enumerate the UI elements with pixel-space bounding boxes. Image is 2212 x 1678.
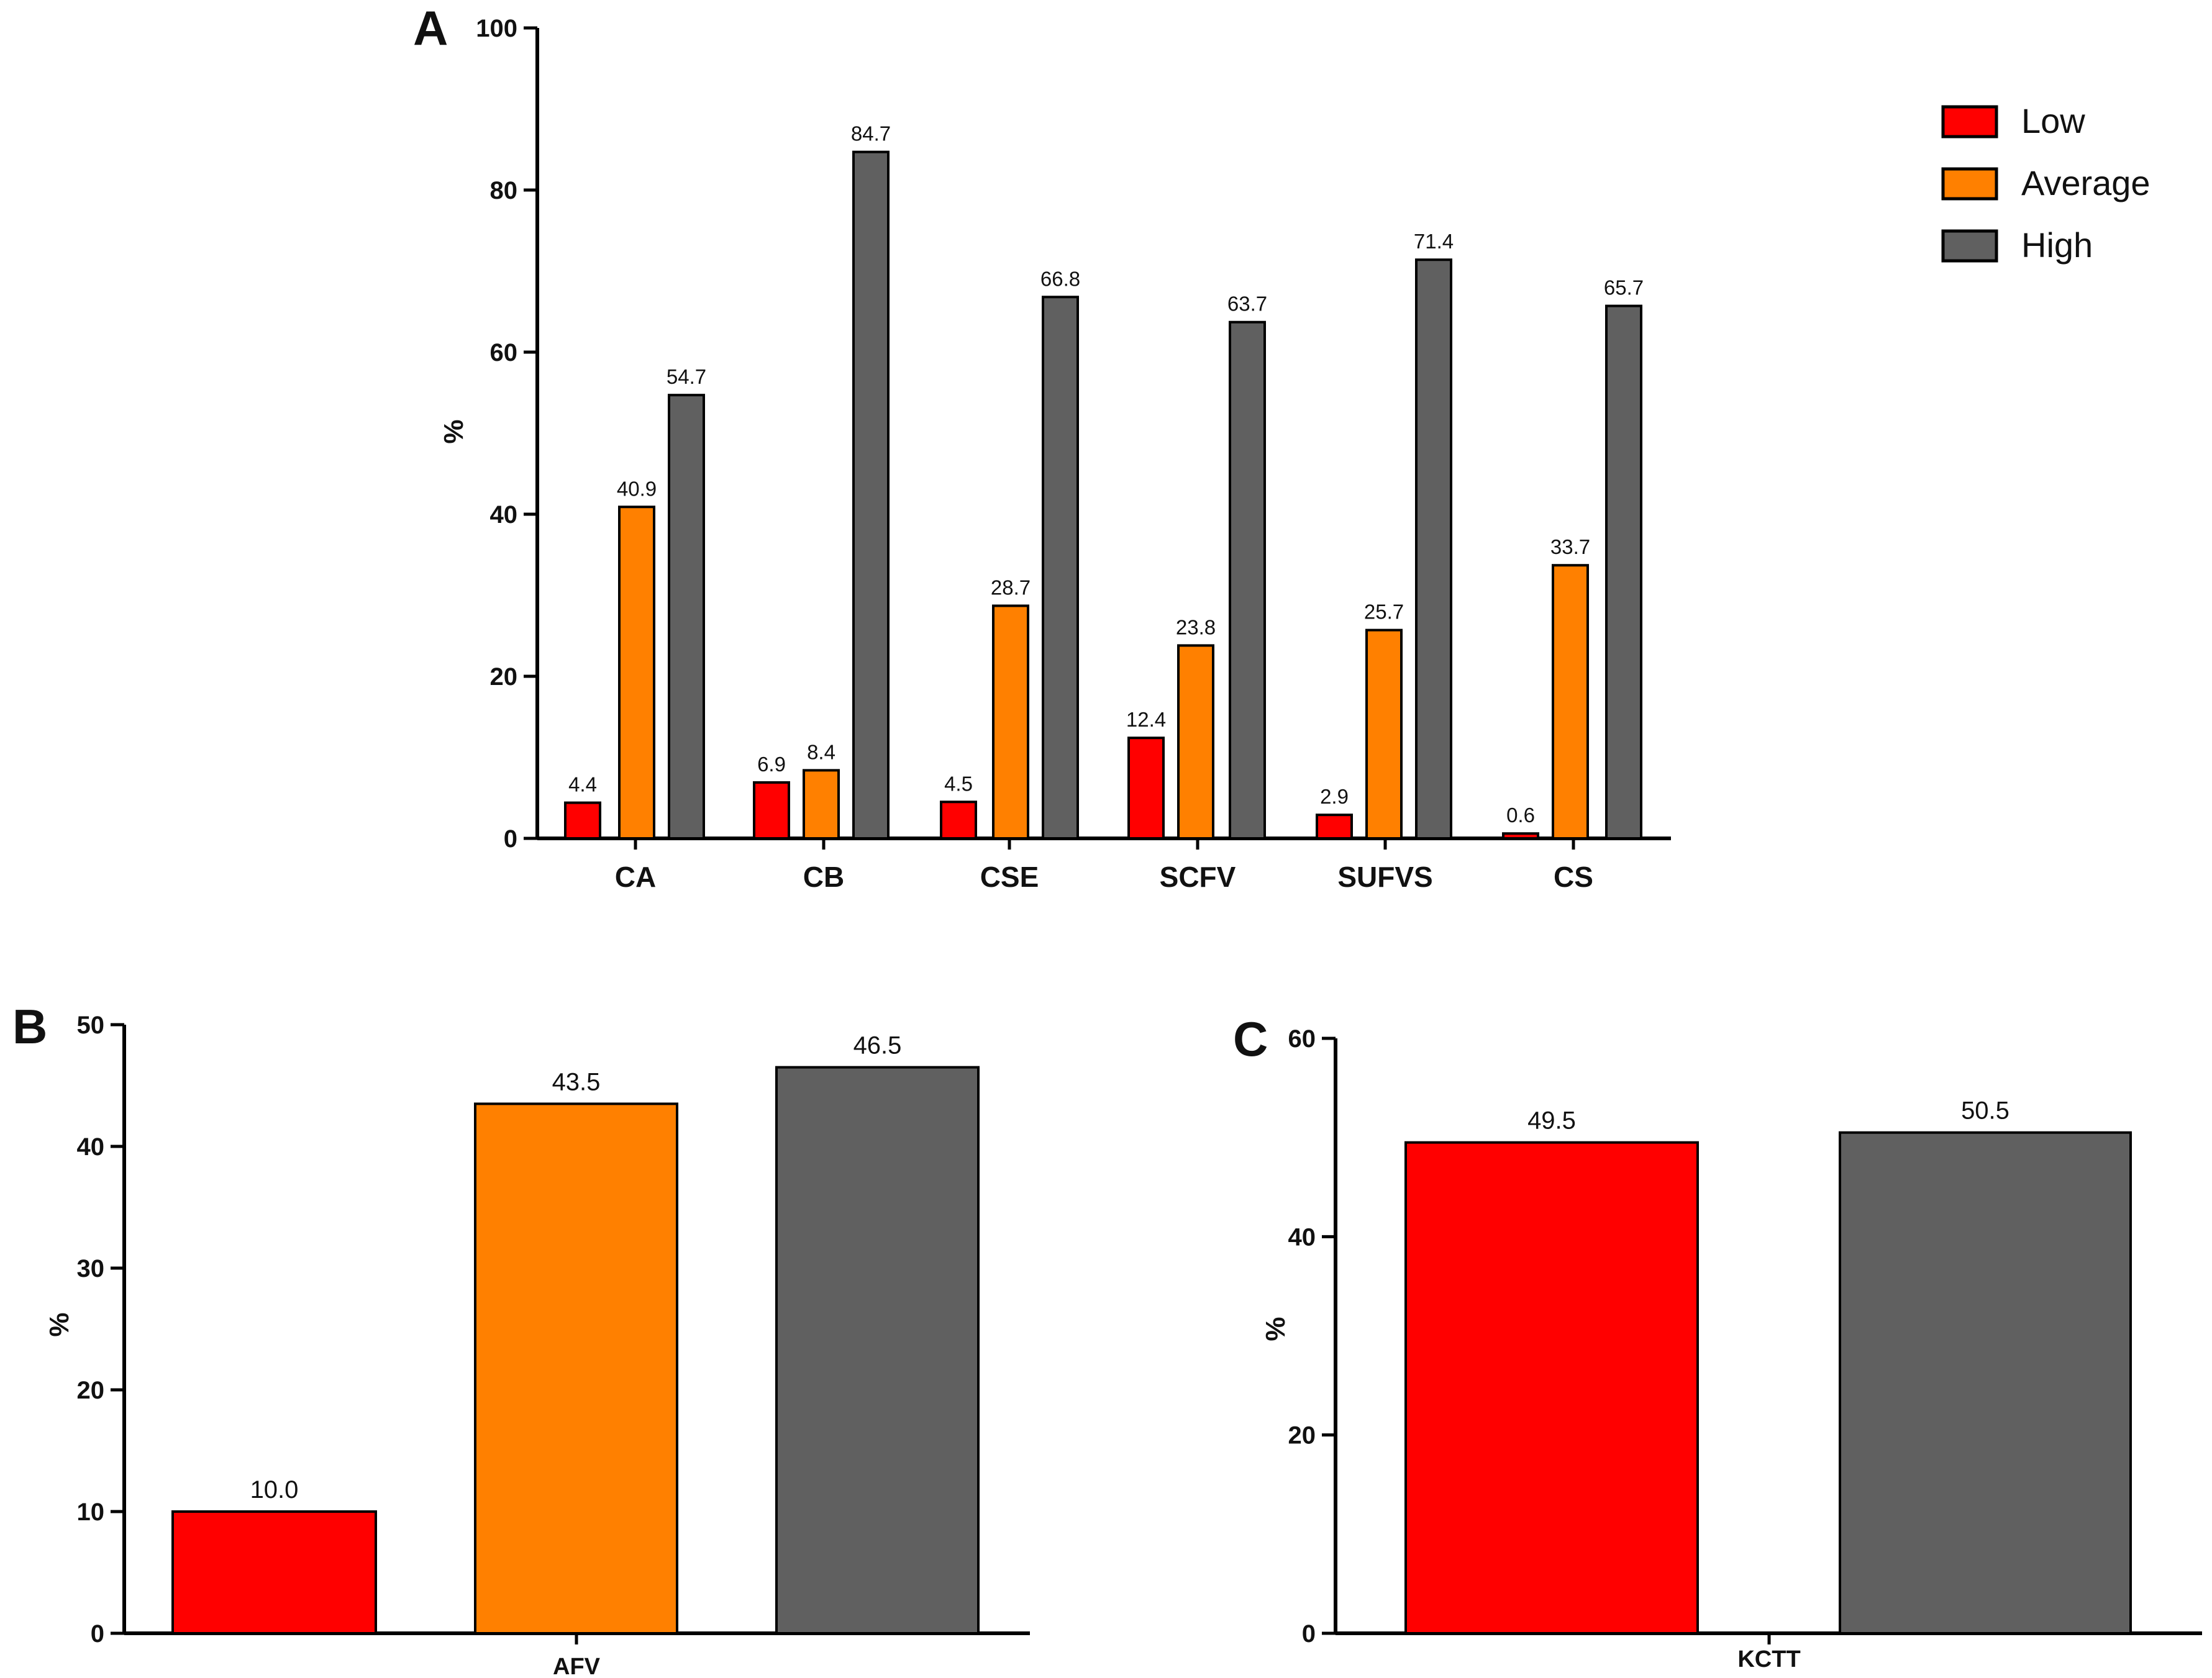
y-tick-label: 100 — [476, 15, 517, 42]
y-tick-label: 50 — [77, 1012, 105, 1039]
y-tick-label: 0 — [91, 1620, 104, 1648]
bar-high-sufvs — [1415, 258, 1452, 840]
panel-b-y-axis-label: % — [44, 1312, 75, 1336]
bar-average-ca — [618, 506, 655, 840]
legend: Low Average High — [1941, 101, 2151, 265]
data-label-high-kctt: 50.5 — [1961, 1097, 2009, 1125]
bar-low-cs — [1502, 832, 1539, 840]
data-label-average-scfv: 23.8 — [1176, 615, 1216, 638]
y-tick-label: 40 — [1288, 1223, 1316, 1251]
data-label-average-sufvs: 25.7 — [1364, 601, 1404, 624]
panel-a-y-axis-label: % — [439, 419, 469, 443]
bar-high-cb — [852, 150, 890, 840]
legend-label-low: Low — [2021, 101, 2085, 140]
bar-high-ca — [668, 394, 705, 840]
x-category-label-scfv: SCFV — [1160, 861, 1236, 893]
data-label-low-cb: 6.9 — [757, 753, 786, 776]
panel-c-chart: C % 0 20 40 60 49.5 50.5 KCTT — [1233, 1012, 2202, 1672]
data-label-low-kctt: 49.5 — [1527, 1107, 1576, 1135]
bar-high-cs — [1605, 304, 1642, 840]
x-category-label-kctt: KCTT — [1737, 1646, 1800, 1672]
data-label-high-cs: 65.7 — [1604, 276, 1644, 299]
panel-a-letter: A — [413, 1, 448, 55]
bar-low-afv — [171, 1510, 377, 1635]
panel-b-chart: B % 0 10 20 30 40 50 10.0 43.5 46.5 AFV — [12, 999, 1030, 1678]
y-tick-label: 0 — [504, 825, 517, 853]
legend-label-high: High — [2021, 225, 2093, 265]
bar-low-ca — [564, 801, 601, 840]
bar-average-afv — [474, 1102, 678, 1635]
data-label-average-afv: 43.5 — [552, 1068, 601, 1095]
legend-swatch-low — [1941, 105, 1998, 138]
x-category-label-sufvs: SUFVS — [1337, 861, 1432, 893]
y-tick-label: 10 — [77, 1499, 105, 1526]
data-label-low-ca: 4.4 — [568, 773, 597, 796]
data-label-low-sufvs: 2.9 — [1320, 785, 1349, 808]
data-label-high-ca: 54.7 — [667, 365, 706, 388]
panel-b-letter: B — [12, 999, 47, 1054]
data-label-low-afv: 10.0 — [250, 1476, 299, 1503]
data-label-low-cse: 4.5 — [944, 772, 973, 795]
bar-average-cb — [803, 769, 840, 840]
panel-c-letter: C — [1233, 1012, 1268, 1066]
bar-high-kctt — [1839, 1131, 2132, 1635]
y-tick-label: 20 — [490, 663, 518, 691]
panel-a-plot-area: 0 20 40 60 80 100 4.4 40.9 54.7 CA 6.9 8.4 84.7 CB 4.5… — [476, 15, 1671, 893]
data-label-average-cs: 33.7 — [1550, 535, 1590, 558]
y-tick-label: 80 — [490, 177, 518, 204]
y-tick-label: 20 — [77, 1377, 105, 1404]
x-category-label-afv: AFV — [553, 1654, 601, 1678]
y-tick-label: 30 — [77, 1255, 105, 1282]
legend-item-low: Low — [1941, 101, 2085, 140]
legend-swatch-high — [1941, 229, 1998, 263]
data-label-average-cb: 8.4 — [807, 740, 835, 763]
y-tick-label: 60 — [490, 339, 518, 366]
data-label-average-cse: 28.7 — [991, 576, 1031, 599]
data-label-high-afv: 46.5 — [853, 1032, 902, 1059]
bar-low-cse — [940, 800, 977, 840]
bar-average-cse — [992, 604, 1029, 840]
data-label-low-scfv: 12.4 — [1126, 708, 1166, 731]
y-tick-label: 60 — [1288, 1025, 1316, 1053]
x-category-label-cse: CSE — [980, 861, 1039, 893]
y-tick-label: 0 — [1302, 1620, 1316, 1648]
y-tick-label: 20 — [1288, 1422, 1316, 1449]
data-label-average-ca: 40.9 — [617, 477, 657, 500]
data-label-high-cb: 84.7 — [851, 122, 891, 145]
legend-item-average: Average — [1941, 163, 2151, 202]
data-label-high-scfv: 63.7 — [1227, 293, 1267, 315]
bar-average-scfv — [1177, 644, 1214, 840]
data-label-high-cse: 66.8 — [1040, 267, 1080, 290]
bar-high-scfv — [1229, 320, 1266, 840]
legend-swatch-average — [1941, 167, 1998, 201]
y-tick-label: 40 — [490, 501, 518, 528]
bar-low-scfv — [1127, 737, 1165, 840]
x-category-label-cs: CS — [1554, 861, 1593, 893]
bar-average-sufvs — [1365, 628, 1403, 840]
x-category-label-cb: CB — [803, 861, 844, 893]
bar-high-afv — [775, 1066, 980, 1635]
bar-low-kctt — [1404, 1141, 1699, 1635]
data-label-low-cs: 0.6 — [1506, 804, 1535, 827]
bar-low-cb — [753, 781, 790, 840]
y-tick-label: 40 — [77, 1133, 105, 1161]
bar-high-cse — [1042, 296, 1079, 840]
bar-low-sufvs — [1316, 814, 1353, 840]
legend-item-high: High — [1941, 225, 2093, 265]
data-label-high-sufvs: 71.4 — [1414, 230, 1454, 253]
bar-average-cs — [1552, 564, 1589, 840]
panel-a-chart: A % 0 20 40 60 80 100 4.4 40.9 54.7 CA 6.9 8.4 84.7 C… — [413, 1, 2151, 893]
panel-c-plot-area: 0 20 40 60 49.5 50.5 KCTT — [1288, 1025, 2202, 1672]
panel-b-plot-area: 0 10 20 30 40 50 10.0 43.5 46.5 AFV — [77, 1012, 1030, 1678]
panel-c-y-axis-label: % — [1260, 1317, 1291, 1341]
x-category-label-ca: CA — [615, 861, 656, 893]
legend-label-average: Average — [2021, 163, 2151, 202]
